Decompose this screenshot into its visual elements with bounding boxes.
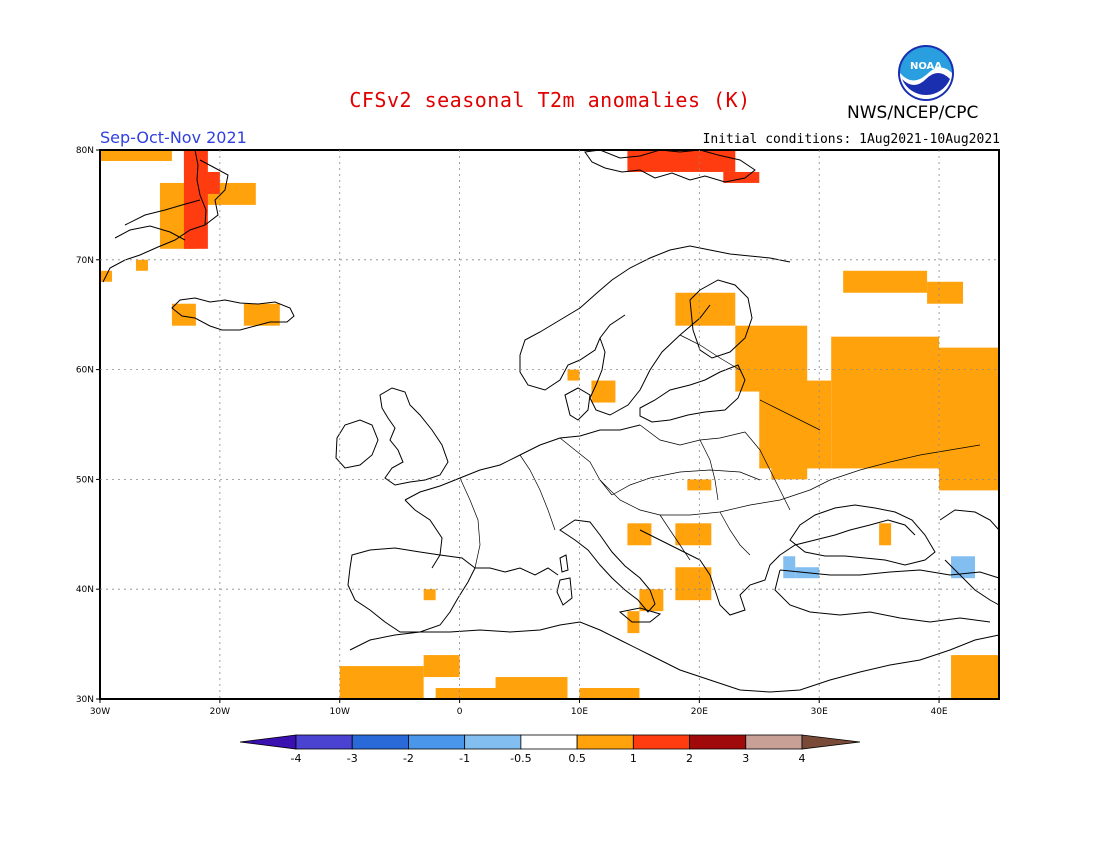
colorbar-label: -3 [347, 752, 358, 765]
lon-tick-label: 40E [930, 707, 947, 717]
map-title: CFSv2 seasonal T2m anomalies (K) [349, 88, 751, 112]
anomaly-cell [675, 292, 736, 326]
colorbar-label: 1 [630, 752, 637, 765]
anomaly-cell [939, 347, 999, 491]
lon-tick-label: 20E [691, 707, 708, 717]
lat-tick-label: 70N [76, 256, 94, 266]
colorbar-label: 2 [686, 752, 693, 765]
anomaly-cell [675, 523, 712, 546]
anomaly-cell [639, 589, 664, 612]
colorbar-segment [464, 734, 522, 750]
lat-tick-label: 60N [76, 366, 94, 376]
colorbar-segment [576, 734, 634, 750]
colorbar-label: 0.5 [568, 752, 586, 765]
colorbar-segment [689, 734, 747, 750]
anomaly-cell [831, 336, 940, 469]
map-frame [99, 149, 1000, 700]
lon-tick-label: 10E [571, 707, 588, 717]
anomaly-cell [843, 270, 928, 293]
anomaly-cell [183, 150, 208, 249]
anomaly-cell [435, 688, 508, 699]
anomaly-cell [771, 446, 808, 480]
anomaly-cell [339, 666, 424, 699]
colorbar-segment [520, 734, 578, 750]
noaa-logo-icon: NOAA [896, 43, 956, 107]
anomaly-cell [591, 380, 616, 403]
anomaly-cell [423, 655, 460, 678]
anomaly-cell [927, 281, 964, 304]
anomaly-regions [100, 150, 999, 699]
colorbar-legend: -4 -3 -2 -1 -0.5 0.5 1 2 3 4 [239, 734, 861, 765]
anomaly-cell [627, 523, 652, 546]
colorbar-segment [745, 734, 803, 750]
map-gridlines [100, 150, 999, 699]
lat-tick-label: 80N [76, 146, 94, 156]
anomaly-cell [100, 150, 172, 161]
lat-tick-label: 30N [76, 695, 94, 705]
colorbar-segment [295, 734, 353, 750]
lon-tick-label: 10W [330, 707, 350, 717]
colorbar-label: -4 [291, 752, 302, 765]
colorbar-label: -2 [403, 752, 414, 765]
anomaly-cell [879, 523, 892, 546]
lon-tick-label: 30W [90, 707, 110, 717]
lon-tick-label: 20W [210, 707, 230, 717]
coastlines [102, 149, 1000, 693]
colorbar-label: -1 [459, 752, 470, 765]
lat-tick-label: 50N [76, 475, 94, 485]
lat-tick-label: 40N [76, 585, 94, 595]
anomaly-cell [783, 556, 796, 579]
colorbar-label: -0.5 [510, 752, 531, 765]
lon-tick-label: 0 [457, 707, 463, 717]
anomaly-cell [423, 589, 436, 601]
agency-label: NWS/NCEP/CPC [847, 103, 979, 123]
anomaly-cell [951, 655, 999, 699]
colorbar-low-arrow [239, 734, 297, 750]
colorbar-label: 3 [742, 752, 749, 765]
colorbar-high-arrow [801, 734, 861, 750]
map-axis-ticks: 30W 20W 10W 0 10E 20E 30E 40E 30N 40N 50N 60N 70N 80N [76, 146, 948, 717]
anomaly-cell [567, 369, 580, 381]
anomaly-cell [579, 688, 640, 699]
anomaly-cell [495, 677, 568, 699]
anomaly-cell [135, 259, 148, 271]
anomaly-cell [675, 567, 712, 601]
anomaly-cell [687, 479, 712, 491]
anomaly-cell [723, 171, 760, 183]
noaa-logo-text: NOAA [910, 61, 942, 72]
anomaly-cell [735, 325, 808, 392]
season-label: Sep-Oct-Nov 2021 [100, 128, 247, 147]
lon-tick-label: 30E [811, 707, 828, 717]
colorbar-label: 4 [799, 752, 806, 765]
anomaly-cell [195, 171, 220, 194]
colorbar-segment [351, 734, 409, 750]
anomaly-cell [171, 303, 196, 326]
initial-conditions-label: Initial conditions: 1Aug2021-10Aug2021 [702, 132, 1000, 147]
colorbar-segment [408, 734, 466, 750]
anomaly-cell [243, 303, 280, 326]
colorbar-segment [632, 734, 690, 750]
anomaly-cell [627, 150, 736, 172]
